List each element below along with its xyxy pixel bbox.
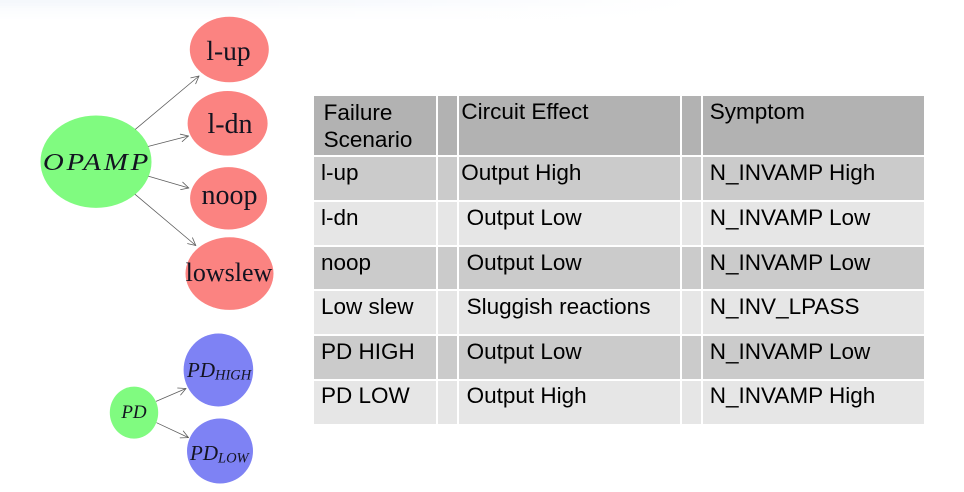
- svg-text:noop: noop: [202, 180, 258, 211]
- svg-text:PD: PD: [120, 402, 147, 423]
- svg-text:lowslew: lowslew: [186, 258, 273, 287]
- svg-text:OPAMP: OPAMP: [43, 148, 151, 175]
- svg-text:l-up: l-up: [206, 35, 250, 66]
- svg-text:l-dn: l-dn: [207, 109, 252, 140]
